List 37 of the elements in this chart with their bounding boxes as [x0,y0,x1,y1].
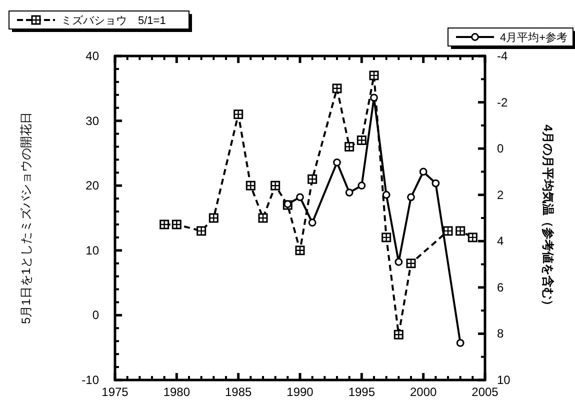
point [308,218,316,227]
y2-tick-label: 6 [497,280,504,294]
y-tick-label: 10 [86,243,100,258]
point [407,193,415,202]
y2-axis-title: 4月の月平均気温（参考値を含む） [541,124,555,312]
y2-tick-label: 2 [497,188,504,202]
y2-tick-label: 8 [497,326,504,341]
x-tick-label: 1995 [348,385,376,399]
x-tick-label: 2005 [472,385,499,399]
point [370,94,378,102]
y-tick-label: 0 [92,308,100,322]
point [419,168,428,176]
x-tick-label: 1975 [102,385,129,399]
y2-tick-label: 10 [497,373,511,387]
point [358,182,366,190]
y2-tick-label: -2 [497,95,508,110]
point [382,190,390,199]
y-tick-label: 20 [86,178,100,193]
y-tick-label: 30 [86,114,100,128]
point [333,158,341,166]
y-tick-label: -10 [82,373,100,387]
y2-tick-label: 4 [497,234,504,248]
x-tick-label: 1980 [163,385,190,399]
legend-label: ミズバショウ 5/1=1 [61,15,166,27]
point [345,188,354,196]
y2-tick-label: -4 [497,49,508,63]
point [456,339,464,347]
y2-tick-label: 0 [497,142,504,156]
point [432,179,440,188]
x-tick-label: 2000 [410,385,438,399]
point [296,193,304,202]
x-tick-label: 1990 [286,385,314,399]
y-tick-label: 40 [86,49,100,63]
legend-label: 4月平均+参考 [500,31,568,44]
x-tick-label: 1985 [224,385,252,399]
point [394,258,403,266]
y-axis-title: 5月1日を1としたミズバショウの開花日 [19,112,33,324]
